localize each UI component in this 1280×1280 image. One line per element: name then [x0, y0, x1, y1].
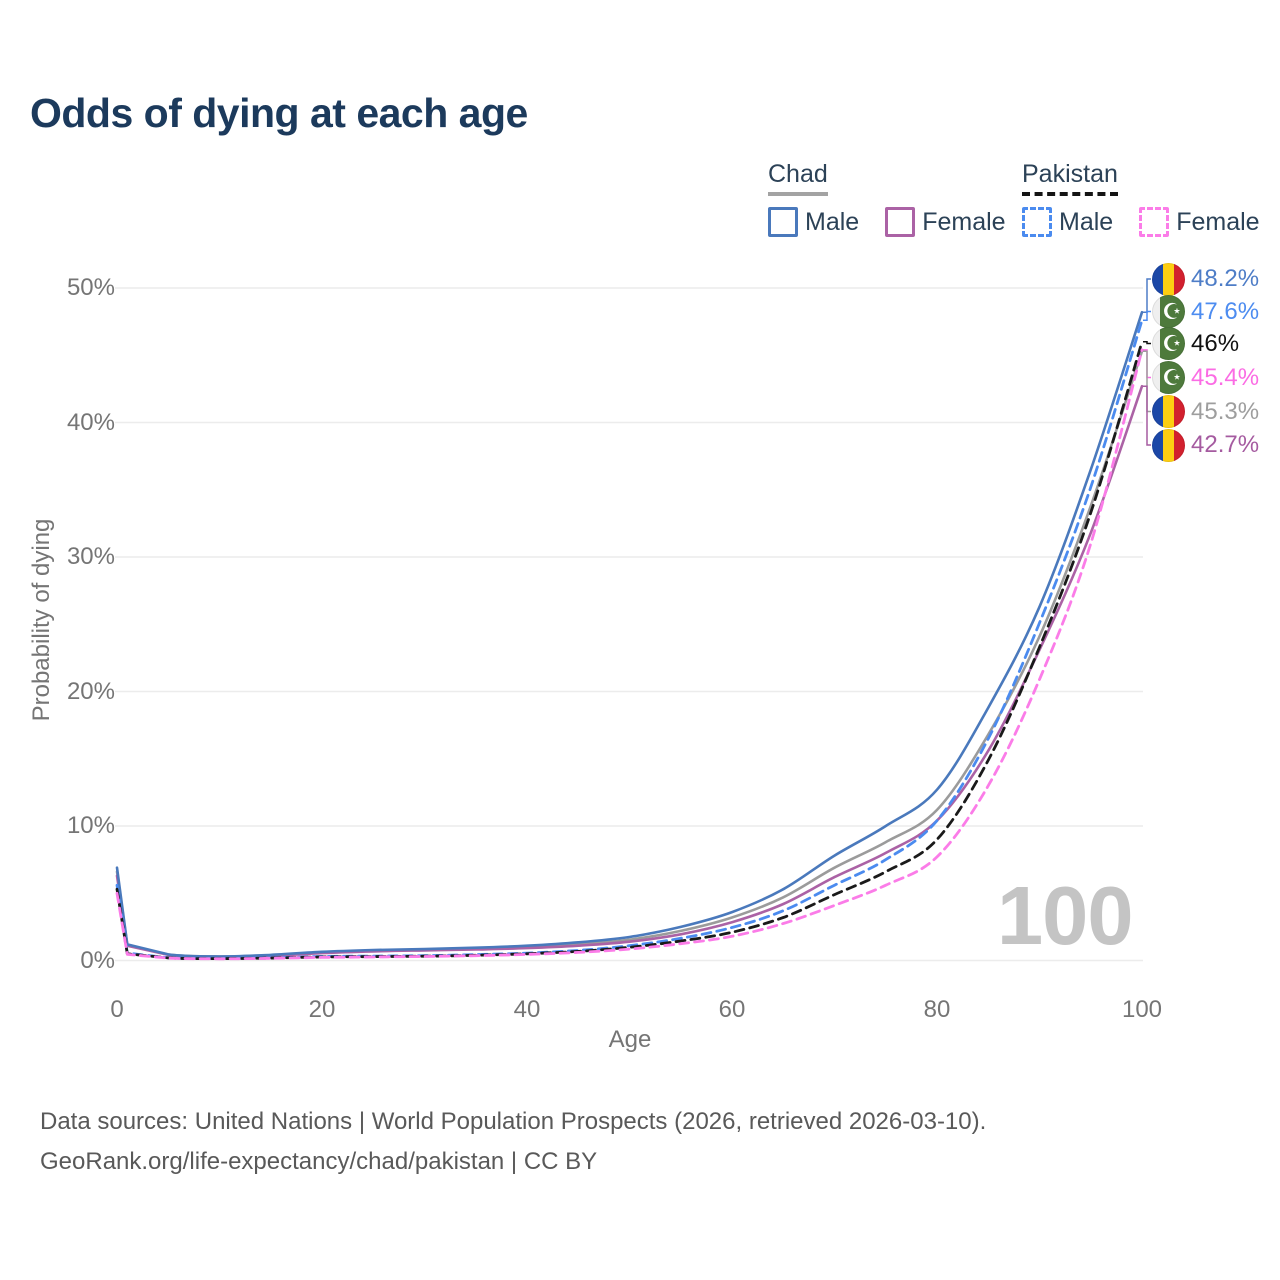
legend-chad-male-label: Male: [805, 207, 860, 236]
legend-pakistan-female-label: Female: [1176, 207, 1260, 236]
chad-male-swatch-icon: [768, 207, 798, 237]
pakistan-female-swatch-icon: [1139, 207, 1170, 237]
legend-chad-female-label: Female: [922, 207, 1006, 236]
end-label-value-chad_total: 45.3%: [1191, 397, 1260, 425]
attribution-line: GeoRank.org/life-expectancy/chad/pakista…: [40, 1148, 598, 1175]
star-and-crescent-icon: ☪: [1162, 299, 1182, 324]
leader-line-chad_male: [1143, 278, 1151, 313]
end-label-chad_total: 45.3%: [1152, 395, 1259, 428]
star-and-crescent-icon: ☪: [1162, 365, 1182, 390]
series-line-pak_male: [115, 318, 1144, 960]
age-watermark: 100: [997, 869, 1133, 962]
legend-pakistan-male[interactable]: Male: [1022, 207, 1113, 237]
legend-pakistan-male-label: Male: [1059, 207, 1114, 236]
legend-chad-female[interactable]: Female: [885, 207, 1006, 237]
chad-flag-icon: [1152, 262, 1185, 296]
end-label-chad_male: 48.2%: [1152, 262, 1260, 296]
x-tick-60: 60: [718, 996, 746, 1023]
leader-line-chad_total: [1143, 350, 1151, 413]
chad-flag-icon: [1152, 395, 1185, 428]
legend-pakistan-heading: Pakistan: [1022, 160, 1118, 196]
y-tick-30pct: 30%: [66, 543, 115, 570]
x-tick-80: 80: [923, 996, 951, 1023]
end-label-value-pak_male: 47.6%: [1191, 297, 1260, 325]
series-line-chad_female: [115, 384, 1144, 959]
series-line-chad_total: [115, 349, 1144, 958]
y-tick-40pct: 40%: [66, 408, 115, 436]
data-source-line: Data sources: United Nations | World Pop…: [40, 1108, 987, 1135]
chad-flag-icon: [1152, 428, 1185, 462]
end-label-chad_female: 42.7%: [1152, 428, 1260, 462]
x-tick-20: 20: [308, 996, 336, 1023]
pakistan-flag-icon: ☪: [1152, 295, 1185, 328]
leader-line-pak_total: [1143, 341, 1151, 345]
series-line-pak_total: [115, 340, 1144, 961]
end-label-value-pak_female: 45.4%: [1191, 363, 1260, 391]
pakistan-flag-icon: ☪: [1152, 327, 1185, 360]
pakistan-flag-icon: ☪: [1152, 361, 1185, 394]
legend-pakistan-female[interactable]: Female: [1139, 207, 1260, 237]
series-line-chad_male: [115, 310, 1144, 958]
pakistan-male-swatch-icon: [1022, 207, 1052, 237]
legend-chad-heading: Chad: [768, 160, 828, 196]
x-tick-100: 100: [1121, 996, 1163, 1023]
y-tick-10pct: 10%: [66, 812, 115, 839]
end-label-value-chad_male: 48.2%: [1191, 265, 1260, 292]
x-tick-0: 0: [110, 996, 124, 1023]
legend-pakistan-group: Pakistan Male Female: [1022, 160, 1260, 237]
x-tick-40: 40: [513, 996, 541, 1023]
leader-line-chad_female: [1143, 385, 1151, 446]
series-line-pak_female: [115, 348, 1144, 961]
end-label-pak_total: ☪ 46%: [1152, 327, 1239, 360]
end-label-pak_male: ☪ 47.6%: [1152, 295, 1259, 328]
legend-chad-male[interactable]: Male: [768, 207, 859, 237]
star-and-crescent-icon: ☪: [1162, 331, 1182, 356]
y-tick-0pct: 0%: [80, 946, 115, 974]
end-label-value-chad_female: 42.7%: [1191, 431, 1260, 458]
y-tick-50pct: 50%: [66, 274, 115, 301]
end-label-pak_female: ☪ 45.4%: [1152, 361, 1259, 394]
chart-title: Odds of dying at each age: [30, 90, 528, 136]
x-axis-title: Age: [608, 1026, 652, 1053]
leader-line-pak_male: [1143, 310, 1151, 322]
legend-chad-group: Chad Male Female: [768, 160, 1032, 237]
end-label-value-pak_total: 46%: [1191, 329, 1240, 357]
chad-female-swatch-icon: [885, 207, 916, 237]
y-tick-20pct: 20%: [66, 677, 115, 705]
